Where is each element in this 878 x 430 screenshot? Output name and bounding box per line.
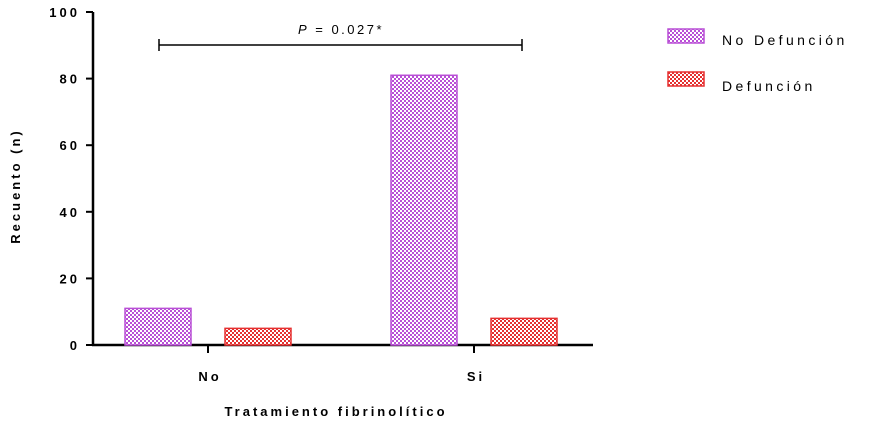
bar-defuncion-no: [224, 327, 292, 346]
legend: No Defunción Defunción: [667, 28, 848, 94]
bar-defuncion-si: [490, 317, 558, 346]
p-value-text: = 0.027*: [309, 22, 384, 37]
y-tick-label: 40: [60, 205, 80, 220]
y-tick-label: 20: [60, 271, 80, 286]
p-value-label: P = 0.027*: [298, 22, 384, 37]
legend-swatch-defuncion: [667, 71, 705, 87]
y-tick-label: 80: [60, 72, 80, 87]
y-axis-ticks: 0 20 40 60 80 100: [49, 5, 93, 353]
bar-no-defuncion-no: [124, 307, 192, 346]
x-axis-title: Tratamiento fibrinolítico: [224, 404, 447, 419]
bars: [124, 74, 558, 346]
significance-annotation: P = 0.027*: [158, 22, 523, 51]
p-value-symbol: P: [298, 22, 309, 37]
x-tick-label: Si: [467, 369, 485, 384]
y-tick-label: 0: [70, 338, 80, 353]
x-axis-ticks: No Si: [198, 345, 485, 384]
bar-no-defuncion-si: [390, 74, 458, 346]
legend-label-no-defuncion: No Defunción: [722, 32, 848, 48]
legend-swatch-no-defuncion: [667, 28, 705, 44]
x-tick-label: No: [198, 369, 221, 384]
y-axis-title: Recuento (n): [8, 128, 23, 243]
y-tick-label: 60: [60, 138, 80, 153]
y-tick-label: 100: [49, 5, 80, 20]
legend-label-defuncion: Defunción: [722, 78, 816, 94]
